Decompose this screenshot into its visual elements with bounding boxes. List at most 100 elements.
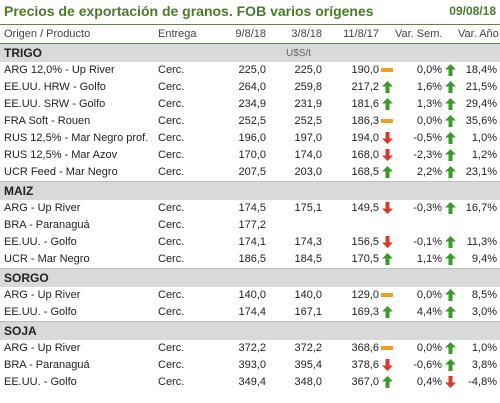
page-title: Precios de exportación de granos. FOB va… bbox=[4, 3, 374, 19]
table-row: FRA Soft - Rouen Cerc. 252,5 252,5 186,3 0,0%… bbox=[0, 113, 500, 130]
table-row: EE.UU. - Golfo Cerc. 174,4 167,1 169,3 4,4% 3,… bbox=[0, 304, 500, 322]
table-header-row: Origen / Producto Entrega 9/8/18 3/8/18 … bbox=[0, 24, 500, 44]
price-cell-date-2 bbox=[266, 217, 322, 234]
arrow-down-week-icon bbox=[379, 357, 395, 374]
var-week-cell: 0,0% bbox=[416, 289, 442, 301]
var-week-cell: 0,0% bbox=[416, 342, 442, 354]
price-cell-date-1: 207,5 bbox=[238, 166, 266, 178]
price-cell-date-1: 234,9 bbox=[238, 98, 266, 110]
dash-flat-week-icon bbox=[379, 287, 395, 304]
var-week-cell: 2,2% bbox=[416, 166, 442, 178]
table-row: EE.UU. - Golfo Cerc. 349,4 348,0 367,0 0,4% -4… bbox=[0, 374, 500, 391]
var-year-cell: 1,0% bbox=[471, 132, 497, 144]
var-year-cell: 3,0% bbox=[471, 306, 497, 318]
delivery-cell: Cerc. bbox=[158, 98, 185, 110]
arrow-up-week-icon bbox=[379, 79, 395, 96]
price-cell-date-2: 175,1 bbox=[294, 202, 322, 214]
var-year-cell: 35,6% bbox=[465, 115, 497, 127]
price-cell-date-3: 186,3 bbox=[351, 115, 379, 127]
delivery-cell: Cerc. bbox=[158, 289, 185, 301]
unit-label: U$S/t bbox=[216, 43, 500, 62]
table-row: RUS 12,5% - Mar Negro prof. Cerc. 196,0 197… bbox=[0, 130, 500, 147]
product-cell: ARG 12,0% - Up River bbox=[4, 64, 115, 76]
var-year-cell: 11,3% bbox=[466, 236, 497, 248]
table-row: BRA - Paranaguá Cerc. 393,0 395,4 378,6 -0,6%… bbox=[0, 357, 500, 374]
delivery-cell: Cerc. bbox=[158, 132, 185, 144]
arrow-up-year-icon bbox=[442, 234, 458, 251]
arrow-down-year-icon bbox=[442, 374, 458, 391]
var-week-cell bbox=[395, 217, 442, 234]
var-year-cell: 21,5% bbox=[465, 81, 497, 93]
price-cell-date-2: 225,0 bbox=[294, 64, 322, 76]
price-cell-date-1: 177,2 bbox=[238, 219, 266, 231]
header-product: Origen / Producto bbox=[0, 24, 158, 44]
table-row: UCR - Mar Negro Cerc. 186,5 184,5 170,5 1,1% 9… bbox=[0, 251, 500, 269]
section-title: SOJA bbox=[0, 321, 216, 340]
arrow-up-year-icon bbox=[442, 79, 458, 96]
section-header-sorgo: SORGO bbox=[0, 268, 500, 287]
delivery-cell: Cerc. bbox=[158, 306, 185, 318]
product-cell: ARG - Up River bbox=[4, 202, 81, 214]
header-date-1: 9/8/18 bbox=[216, 24, 266, 44]
unit-label bbox=[216, 268, 500, 287]
price-cell-date-1: 174,5 bbox=[238, 202, 266, 214]
var-week-cell: 1,6% bbox=[416, 81, 442, 93]
prices-table: Origen / Producto Entrega 9/8/18 3/8/18 … bbox=[0, 24, 500, 391]
table-row: BRA - Paranaguá Cerc. 177,2 bbox=[0, 217, 500, 234]
table-row: UCR Feed - Mar Negro Cerc. 207,5 203,0 168,5… bbox=[0, 164, 500, 182]
price-cell-date-2: 348,0 bbox=[294, 376, 322, 388]
product-cell: FRA Soft - Rouen bbox=[4, 115, 91, 127]
price-cell-date-2: 184,5 bbox=[294, 253, 322, 265]
price-cell-date-2: 252,5 bbox=[294, 115, 322, 127]
product-cell: EE.UU. HRW - Golfo bbox=[4, 81, 106, 93]
product-cell: UCR - Mar Negro bbox=[4, 253, 90, 265]
table-row: ARG - Up River Cerc. 372,2 372,2 368,6 0,0% 1,… bbox=[0, 340, 500, 357]
price-cell-date-2: 259,8 bbox=[294, 81, 322, 93]
arrow-down-week-icon bbox=[379, 234, 395, 251]
price-cell-date-3: 149,5 bbox=[351, 202, 379, 214]
var-week-cell: 1,1% bbox=[416, 253, 442, 265]
delivery-cell: Cerc. bbox=[158, 236, 185, 248]
trend-week-icon bbox=[379, 217, 395, 234]
price-cell-date-1: 186,5 bbox=[238, 253, 266, 265]
price-cell-date-1: 264,0 bbox=[238, 81, 266, 93]
arrow-up-year-icon bbox=[442, 340, 458, 357]
arrow-up-week-icon bbox=[379, 96, 395, 113]
arrow-up-week-icon bbox=[379, 164, 395, 182]
arrow-up-year-icon bbox=[442, 113, 458, 130]
price-cell-date-3: 368,6 bbox=[351, 342, 379, 354]
var-week-cell: 0,0% bbox=[416, 64, 442, 76]
price-cell-date-1: 372,2 bbox=[238, 342, 266, 354]
price-cell-date-3: 129,0 bbox=[351, 289, 379, 301]
arrow-up-week-icon bbox=[379, 304, 395, 322]
report-date: 09/08/18 bbox=[449, 4, 496, 18]
price-cell-date-2: 395,4 bbox=[294, 359, 322, 371]
delivery-cell: Cerc. bbox=[158, 115, 185, 127]
product-cell: EE.UU. - Golfo bbox=[4, 376, 77, 388]
product-cell: ARG - Up River bbox=[4, 289, 81, 301]
header-date-2: 3/8/18 bbox=[266, 24, 322, 44]
price-cell-date-3: 170,5 bbox=[351, 253, 379, 265]
var-week-cell: -0,6% bbox=[413, 359, 442, 371]
price-cell-date-3 bbox=[322, 217, 379, 234]
var-year-cell: 29,4% bbox=[465, 98, 497, 110]
delivery-cell: Cerc. bbox=[158, 359, 185, 371]
price-cell-date-1: 225,0 bbox=[238, 64, 266, 76]
var-year-cell: 23,1% bbox=[465, 166, 497, 178]
header-var-year: Var. Año bbox=[458, 24, 500, 44]
delivery-cell: Cerc. bbox=[158, 166, 185, 178]
section-title: MAIZ bbox=[0, 181, 216, 200]
var-week-cell: -0,1% bbox=[413, 236, 442, 248]
var-year-cell: 16,7% bbox=[465, 202, 497, 214]
price-cell-date-1: 393,0 bbox=[238, 359, 266, 371]
price-cell-date-1: 349,4 bbox=[238, 376, 266, 388]
product-cell: UCR Feed - Mar Negro bbox=[4, 166, 118, 178]
delivery-cell: Cerc. bbox=[158, 219, 185, 231]
header-var-week: Var. Sem. bbox=[395, 24, 442, 44]
price-cell-date-3: 190,0 bbox=[351, 64, 379, 76]
price-cell-date-1: 170,0 bbox=[238, 149, 266, 161]
arrow-up-week-icon bbox=[379, 374, 395, 391]
table-row: ARG 12,0% - Up River Cerc. 225,0 225,0 190,0… bbox=[0, 62, 500, 79]
price-cell-date-2: 140,0 bbox=[294, 289, 322, 301]
price-cell-date-1: 196,0 bbox=[238, 132, 266, 144]
